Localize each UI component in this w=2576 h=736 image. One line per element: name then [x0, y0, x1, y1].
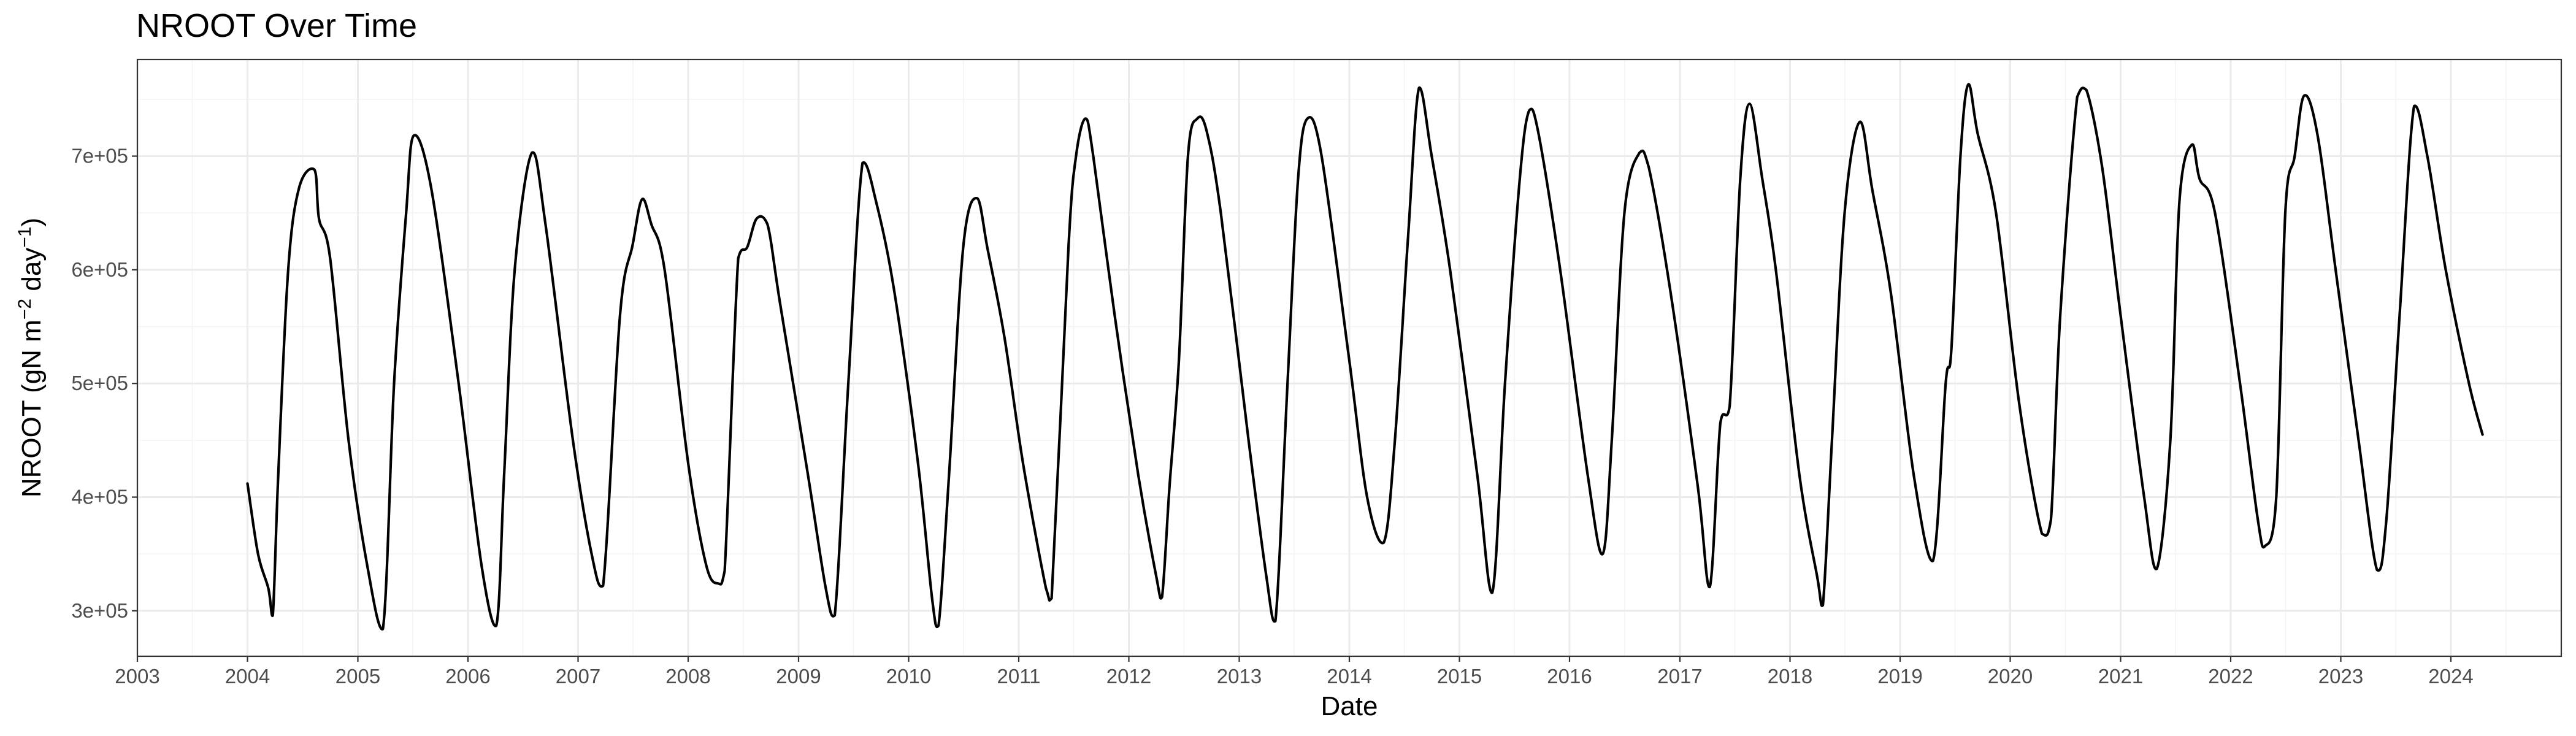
y-tick-label: 3e+05	[71, 599, 128, 622]
y-axis-title: NROOT (gN m−2 day−1)	[15, 218, 47, 497]
x-tick-label: 2003	[115, 665, 159, 688]
x-tick-label: 2016	[1547, 665, 1592, 688]
y-axis-title-part-3: )	[17, 218, 47, 227]
x-tick-label: 2007	[556, 665, 600, 688]
x-tick-label: 2008	[665, 665, 710, 688]
chart-title: NROOT Over Time	[136, 7, 417, 44]
x-tick-label: 2024	[2428, 665, 2473, 688]
x-tick-label: 2014	[1327, 665, 1371, 688]
x-tick-label: 2010	[886, 665, 931, 688]
x-tick-label: 2012	[1106, 665, 1151, 688]
x-axis: 2003 2004 2005 2006 2007 2008 2009 2010 2011 2012…	[115, 656, 2474, 688]
x-tick-label: 2022	[2208, 665, 2253, 688]
x-tick-label: 2004	[225, 665, 270, 688]
x-tick-label: 2023	[2318, 665, 2363, 688]
y-tick-label: 5e+05	[71, 372, 128, 394]
y-tick-label: 6e+05	[71, 258, 128, 281]
y-axis-title-part-2: day	[17, 248, 47, 299]
x-tick-label: 2013	[1217, 665, 1262, 688]
x-tick-label: 2009	[776, 665, 821, 688]
y-tick-label: 4e+05	[71, 486, 128, 508]
x-tick-label: 2018	[1768, 665, 1812, 688]
x-tick-label: 2015	[1437, 665, 1482, 688]
y-axis-title-superscript-1: −2	[15, 299, 35, 320]
y-axis: 3e+05 4e+05 5e+05 6e+05 7e+05	[71, 145, 137, 622]
x-tick-label: 2006	[445, 665, 490, 688]
x-tick-label: 2017	[1657, 665, 1702, 688]
y-tick-label: 7e+05	[71, 145, 128, 167]
nroot-series-line-1	[246, 83, 2484, 631]
y-axis-title-superscript-2: −1	[15, 226, 35, 247]
y-axis-title-part-1: NROOT (gN m	[17, 320, 47, 497]
x-tick-label: 2019	[1877, 665, 1922, 688]
x-tick-label: 2020	[1988, 665, 2033, 688]
x-axis-title: Date	[1321, 691, 1378, 721]
x-tick-label: 2021	[2098, 665, 2143, 688]
x-tick-label: 2005	[335, 665, 380, 688]
series-layer	[246, 83, 2484, 631]
grid-lines	[136, 59, 2561, 656]
x-tick-label: 2011	[997, 665, 1041, 688]
